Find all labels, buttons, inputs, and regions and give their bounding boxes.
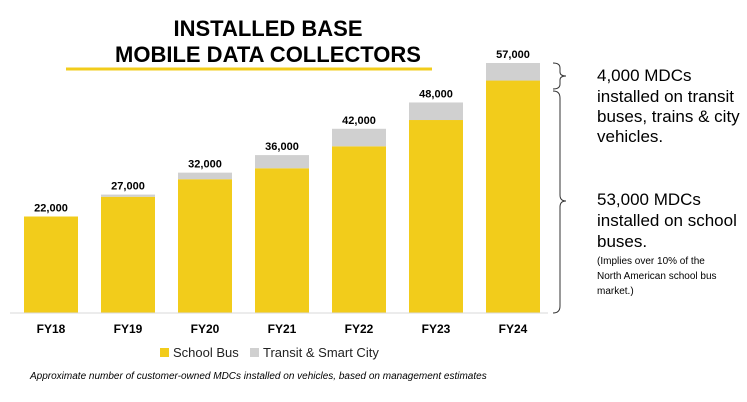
bar-school-bus-fy24 (486, 80, 540, 314)
bar-total-label-fy22: 42,000 (342, 115, 376, 127)
bar-total-label-fy23: 48,000 (419, 88, 453, 100)
bar-total-label-fy18: 22,000 (34, 203, 68, 215)
bar-transit-smart-city-fy24 (486, 63, 540, 81)
annotation-transit-line-2: installed on transit (597, 87, 734, 106)
bar-transit-smart-city-fy21 (255, 155, 309, 169)
bar-total-label-fy21: 36,000 (265, 141, 299, 153)
legend-label-transit-smart-city: Transit & Smart City (263, 345, 379, 360)
legend-label-school-bus: School Bus (173, 345, 239, 360)
x-tick-label-fy20: FY20 (191, 322, 220, 336)
annotation-transit-line-3: buses, trains & city (597, 107, 740, 126)
bar-transit-smart-city-fy19 (101, 194, 155, 197)
x-tick-label-fy18: FY18 (37, 322, 66, 336)
legend: School Bus Transit & Smart City (160, 345, 379, 360)
bar-school-bus-fy20 (178, 179, 232, 313)
legend-swatch-school-bus (160, 348, 169, 357)
footnote: Approximate number of customer-owned MDC… (29, 371, 487, 382)
annotation-transit-line-4: vehicles. (597, 127, 663, 146)
annotation-transit-line-1: 4,000 MDCs (597, 66, 691, 85)
plot-area: 22,000 FY18 27,000 FY19 32,000 FY20 36,000 FY21… (24, 49, 540, 336)
x-tick-label-fy24: FY24 (499, 322, 528, 336)
chart-title-line-2: MOBILE DATA COLLECTORS (115, 42, 421, 67)
bar-total-label-fy20: 32,000 (188, 159, 222, 171)
annotation-school-note-line-1: (Implies over 10% of the (597, 256, 705, 267)
annotation-school-note-line-3: market.) (597, 286, 634, 297)
bar-school-bus-fy22 (332, 146, 386, 313)
brace-transit (552, 62, 567, 90)
bar-transit-smart-city-fy20 (178, 172, 232, 180)
bar-school-bus-fy18 (24, 216, 78, 313)
bar-school-bus-fy21 (255, 168, 309, 313)
annotation-school-note-line-2: North American school bus (597, 271, 717, 282)
annotation-school-line-1: 53,000 MDCs (597, 190, 701, 209)
bar-total-label-fy19: 27,000 (111, 181, 145, 193)
annotation-school-line-2: installed on school (597, 211, 737, 230)
chart-title-line-1: INSTALLED BASE (173, 16, 362, 41)
brace-school (552, 90, 567, 314)
x-tick-label-fy22: FY22 (345, 322, 374, 336)
bar-transit-smart-city-fy23 (409, 102, 463, 121)
x-tick-label-fy23: FY23 (422, 322, 451, 336)
annotation-school-line-3: buses. (597, 232, 647, 251)
x-tick-label-fy19: FY19 (114, 322, 143, 336)
legend-swatch-transit-smart-city (250, 348, 259, 357)
bar-school-bus-fy19 (101, 196, 155, 313)
bar-total-label-fy24: 57,000 (496, 49, 530, 61)
bar-school-bus-fy23 (409, 120, 463, 313)
bar-transit-smart-city-fy22 (332, 128, 386, 147)
x-tick-label-fy21: FY21 (268, 322, 297, 336)
